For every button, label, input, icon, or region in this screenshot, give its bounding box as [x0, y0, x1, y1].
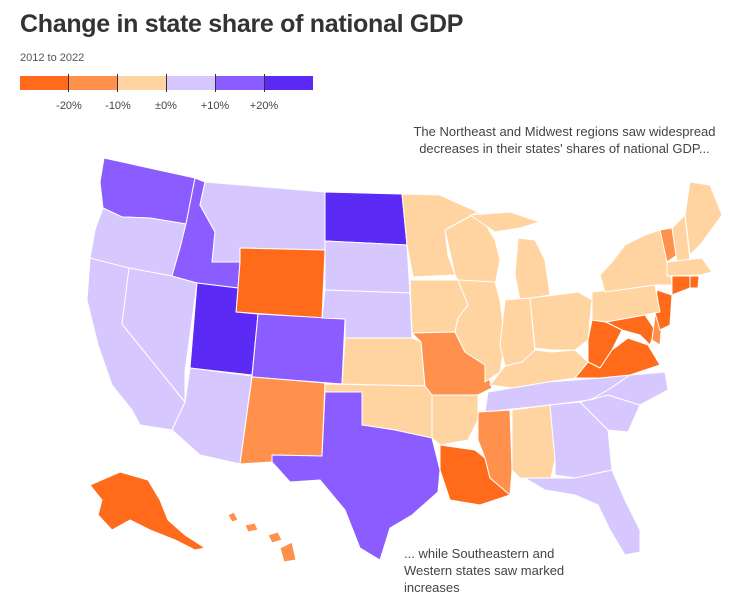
state-arkansas[interactable]	[431, 394, 479, 446]
legend-tick	[117, 74, 118, 92]
state-mississippi[interactable]	[477, 409, 513, 496]
state-colorado[interactable]	[251, 313, 346, 385]
legend-swatch-6	[264, 76, 313, 90]
legend-label: +20%	[249, 100, 279, 112]
state-north-carolina[interactable]	[589, 371, 669, 406]
state-pennsylvania[interactable]	[591, 284, 661, 323]
legend-swatch-3	[117, 76, 167, 90]
legend-tick	[68, 74, 69, 92]
state-minnesota[interactable]	[401, 193, 479, 278]
legend-swatch-1	[20, 76, 69, 90]
legend-label: +10%	[200, 100, 230, 112]
annotation-southeast-west: ... while Southeastern and Western state…	[404, 546, 565, 595]
state-ohio[interactable]	[529, 291, 593, 351]
state-rhode-island[interactable]	[689, 275, 700, 289]
legend-swatch-2	[68, 76, 118, 90]
state-wyoming[interactable]	[235, 247, 326, 319]
page-subtitle: 2012 to 2022	[20, 52, 85, 64]
legend: -20% -10% ±0% +10% +20%	[20, 74, 313, 116]
state-arizona[interactable]	[171, 367, 253, 465]
legend-color-bar	[20, 76, 313, 90]
state-connecticut[interactable]	[671, 275, 691, 296]
legend-tick	[264, 74, 265, 92]
state-alaska[interactable]	[89, 471, 206, 551]
legend-tick	[166, 74, 167, 92]
state-new-mexico[interactable]	[239, 376, 326, 465]
state-florida[interactable]	[524, 469, 641, 556]
legend-swatch-5	[215, 76, 265, 90]
legend-label: -10%	[105, 100, 131, 112]
state-michigan[interactable]	[469, 211, 541, 233]
legend-label: ±0%	[155, 100, 177, 112]
state-maine[interactable]	[684, 181, 723, 256]
annotation-northeast-midwest: The Northeast and Midwest regions saw wi…	[413, 124, 716, 156]
legend-swatch-4	[166, 76, 216, 90]
legend-label: -20%	[56, 100, 82, 112]
state-texas[interactable]	[271, 391, 441, 561]
state-south-dakota[interactable]	[324, 240, 411, 294]
state-hawaii[interactable]	[227, 511, 297, 563]
state-new-york[interactable]	[599, 229, 673, 293]
page-title: Change in state share of national GDP	[20, 10, 464, 38]
state-north-dakota[interactable]	[324, 191, 408, 246]
state-massachusetts[interactable]	[666, 257, 713, 277]
state-michigan[interactable]	[514, 237, 551, 301]
state-alabama[interactable]	[511, 404, 556, 483]
state-illinois[interactable]	[454, 279, 506, 383]
state-virginia[interactable]	[574, 337, 661, 379]
state-kansas[interactable]	[341, 337, 426, 387]
legend-tick	[215, 74, 216, 92]
